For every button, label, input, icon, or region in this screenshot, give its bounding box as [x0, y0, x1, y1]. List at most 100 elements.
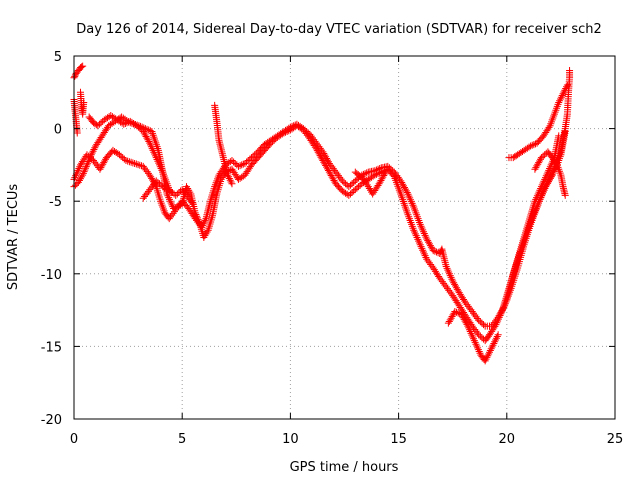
data-point	[115, 151, 123, 159]
data-point	[155, 161, 163, 169]
x-tick-label: 10	[282, 432, 299, 447]
data-point	[154, 178, 162, 186]
data-point	[166, 187, 174, 195]
data-point	[529, 212, 537, 220]
data-point	[88, 149, 96, 157]
data-point	[445, 268, 453, 276]
data-point	[345, 183, 353, 191]
data-point	[476, 332, 484, 340]
data-point	[473, 315, 481, 323]
data-point	[73, 168, 81, 176]
data-point	[484, 352, 492, 360]
data-point	[173, 190, 181, 198]
series-track-a	[70, 62, 87, 82]
data-point	[97, 119, 105, 127]
data-point	[543, 170, 551, 178]
data-point	[236, 162, 244, 170]
data-point	[476, 318, 484, 326]
data-point	[122, 157, 130, 165]
data-point	[189, 200, 197, 208]
data-point	[544, 168, 552, 176]
data-point	[86, 154, 94, 162]
x-tick-label: 15	[390, 432, 407, 447]
data-point	[416, 220, 424, 228]
data-point	[348, 180, 356, 188]
data-point	[73, 129, 81, 137]
data-point	[469, 333, 477, 341]
data-point	[85, 152, 93, 160]
data-point	[465, 326, 473, 334]
data-point	[79, 169, 87, 177]
data-point	[431, 247, 439, 255]
data-point	[561, 191, 569, 199]
data-point	[166, 197, 174, 205]
data-point	[365, 184, 373, 192]
data-point	[129, 159, 137, 167]
data-point	[120, 120, 128, 128]
data-point	[372, 166, 380, 174]
data-point	[465, 324, 473, 332]
x-tick-label: 25	[607, 432, 624, 447]
data-point	[227, 178, 235, 186]
data-point	[560, 88, 568, 96]
data-point	[121, 120, 129, 128]
data-point	[443, 264, 451, 272]
data-point	[533, 203, 541, 211]
series-track-m	[531, 148, 569, 199]
y-axis-label: SDTVAR / TECUs	[6, 184, 21, 291]
data-point	[158, 166, 166, 174]
data-point	[304, 129, 312, 137]
data-point	[475, 347, 483, 355]
data-point	[403, 188, 411, 196]
data-point	[153, 155, 161, 163]
data-point	[79, 171, 87, 179]
data-point	[566, 67, 574, 75]
data-point	[493, 333, 501, 341]
data-point	[374, 165, 382, 173]
data-point	[150, 148, 158, 156]
data-point	[535, 197, 543, 205]
data-point	[132, 160, 140, 168]
series-track-e	[70, 120, 569, 330]
data-point	[136, 161, 144, 169]
data-point	[345, 191, 353, 199]
data-points	[70, 62, 574, 365]
data-point	[534, 199, 542, 207]
data-point	[72, 172, 80, 180]
data-point	[384, 162, 392, 170]
data-point	[420, 230, 428, 238]
data-point	[228, 180, 236, 188]
data-point	[133, 122, 141, 130]
data-point	[409, 201, 417, 209]
data-point	[454, 309, 462, 317]
series-track-g	[211, 101, 236, 188]
data-point	[155, 180, 163, 188]
data-point	[80, 98, 88, 106]
data-point	[74, 166, 82, 174]
data-point	[539, 188, 547, 196]
data-point	[491, 338, 499, 346]
data-point	[225, 173, 233, 181]
data-point	[154, 157, 162, 165]
data-point	[188, 199, 196, 207]
y-tick-label: -5	[49, 195, 62, 210]
data-point	[413, 234, 421, 241]
data-point	[478, 319, 486, 327]
data-point	[530, 210, 538, 218]
data-point	[175, 188, 183, 196]
data-point	[547, 173, 555, 181]
data-point	[473, 342, 481, 350]
data-point	[417, 222, 425, 230]
data-point	[172, 191, 180, 199]
data-point	[480, 321, 488, 329]
data-point	[134, 123, 142, 131]
data-point	[415, 237, 423, 245]
plot-border	[73, 55, 616, 420]
data-point	[200, 234, 208, 241]
data-point	[83, 161, 91, 169]
data-point	[84, 159, 92, 167]
data-point	[225, 175, 233, 183]
data-point	[525, 143, 533, 151]
data-point	[538, 192, 546, 200]
